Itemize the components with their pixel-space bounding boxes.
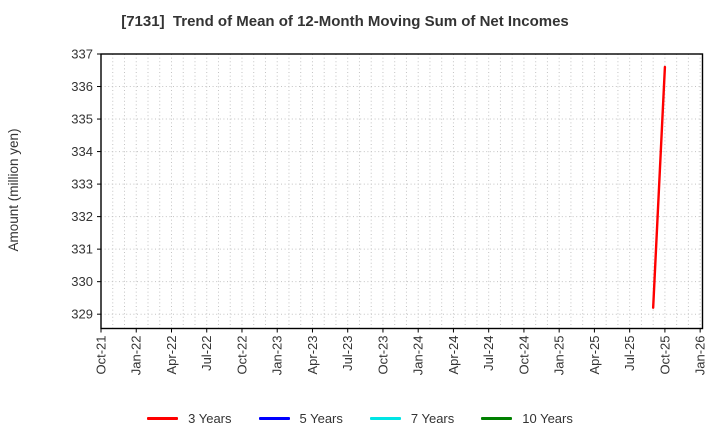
x-tick-label: Jan-25	[552, 336, 567, 376]
x-tick-label: Jan-23	[270, 336, 285, 376]
x-tick-labels: Oct-21 Jan-22 Apr-22 Jul-22 Oct-22 Jan-23 Apr-…	[93, 336, 707, 376]
x-tick-label: Oct-25	[657, 336, 672, 375]
x-tick-label: Oct-21	[93, 336, 108, 375]
x-tick-label: Oct-23	[375, 336, 390, 375]
x-tick-label: Jul-24	[481, 336, 496, 371]
axis-ticks	[97, 53, 701, 333]
legend: 3 Years 5 Years 7 Years 10 Years	[0, 411, 720, 426]
series-line-3-years	[651, 65, 667, 309]
y-tick-label: 337	[71, 47, 93, 62]
x-tick-label: Jul-25	[622, 336, 637, 371]
legend-swatch-5-years	[258, 417, 290, 420]
legend-label: 5 Years	[299, 411, 343, 426]
legend-label: 3 Years	[188, 411, 232, 426]
x-tick-label: Apr-25	[587, 336, 602, 375]
legend-item-7-years: 7 Years	[369, 411, 455, 426]
y-tick-label: 336	[71, 79, 93, 94]
y-tick-label: 332	[71, 209, 93, 224]
y-axis-label: Amount (million yen)	[6, 128, 21, 251]
x-tick-label: Apr-24	[446, 336, 461, 375]
x-tick-label: Oct-22	[234, 336, 249, 375]
y-tick-label: 333	[71, 177, 93, 192]
legend-swatch-7-years	[369, 417, 401, 420]
y-tick-label: 334	[71, 144, 93, 159]
y-tick-label: 329	[71, 307, 93, 322]
x-tick-label: Oct-24	[516, 336, 531, 375]
legend-swatch-10-years	[481, 417, 513, 420]
legend-label: 10 Years	[522, 411, 573, 426]
y-tick-labels: 337 336 335 334 333 332 331 330 329	[71, 47, 93, 322]
x-tick-label: Jul-22	[199, 336, 214, 371]
plot-border	[100, 53, 704, 330]
legend-label: 7 Years	[410, 411, 455, 426]
x-tick-label: Jan-24	[411, 336, 426, 376]
x-tick-label: Jan-26	[693, 336, 708, 376]
legend-swatch-3-years	[147, 417, 179, 420]
x-tick-label: Apr-23	[305, 336, 320, 375]
chart-title: [7131] Trend of Mean of 12-Month Moving …	[121, 13, 569, 30]
x-tick-label: Jul-23	[340, 336, 355, 371]
legend-item-5-years: 5 Years	[258, 411, 343, 426]
y-tick-label: 330	[71, 274, 93, 289]
y-tick-label: 331	[71, 242, 93, 257]
gridlines	[100, 53, 703, 329]
x-tick-label: Apr-22	[164, 336, 179, 375]
x-tick-label: Jan-22	[129, 336, 144, 376]
y-tick-label: 335	[71, 112, 93, 127]
legend-item-10-years: 10 Years	[481, 411, 573, 426]
legend-item-3-years: 3 Years	[147, 411, 232, 426]
